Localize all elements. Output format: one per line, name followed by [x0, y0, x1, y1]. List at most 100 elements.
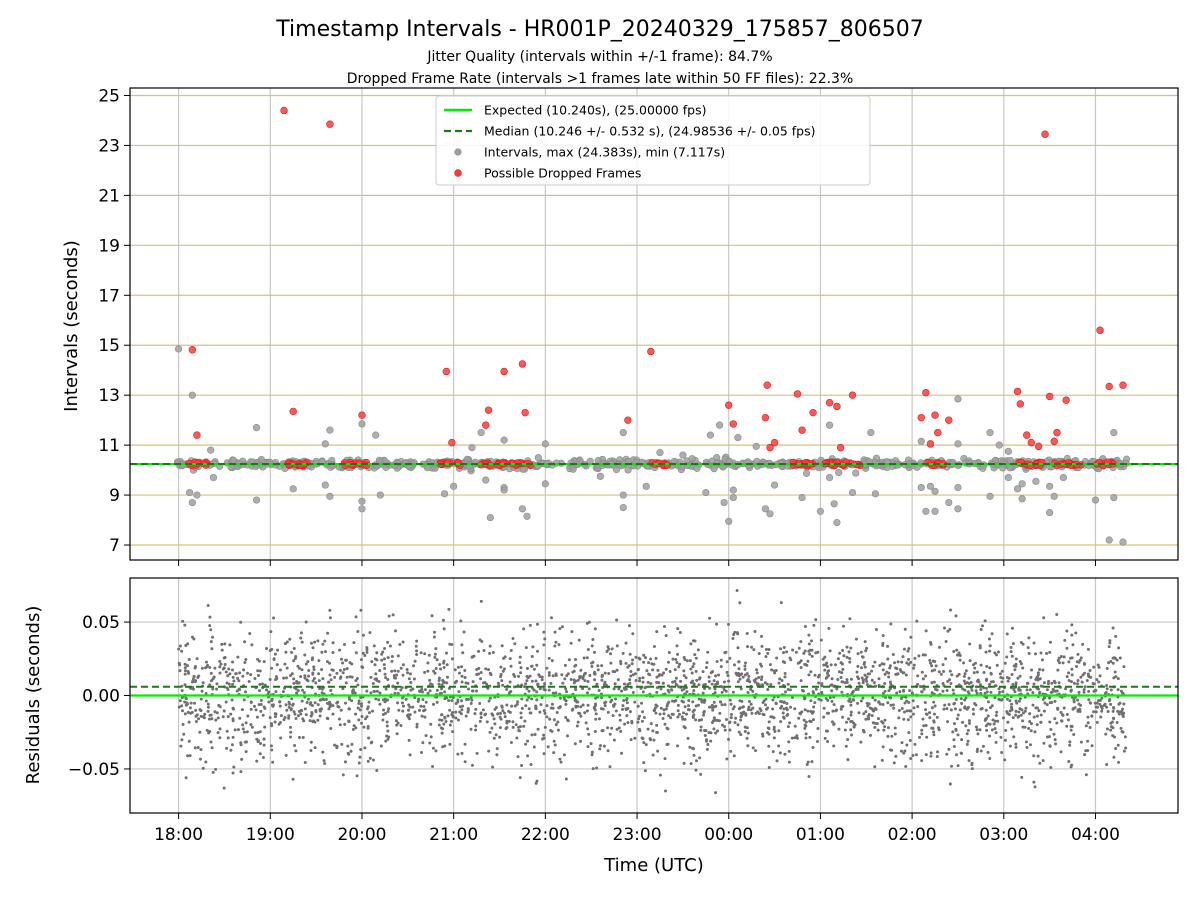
residual-point	[955, 674, 959, 678]
residual-point	[232, 765, 236, 769]
residual-point	[250, 643, 254, 647]
residual-point	[550, 702, 554, 706]
dropped-frame-point	[836, 443, 845, 452]
residual-point	[407, 708, 411, 712]
residual-point	[407, 677, 411, 681]
residual-point	[676, 715, 680, 719]
residual-point	[775, 759, 779, 763]
interval-point	[825, 473, 834, 482]
residual-point	[442, 722, 446, 726]
residual-point	[697, 683, 701, 687]
residual-point	[451, 696, 455, 700]
interval-point	[720, 498, 728, 507]
residual-point	[1057, 681, 1061, 685]
residual-point	[929, 751, 933, 755]
residual-point	[1010, 702, 1014, 706]
residual-point	[309, 748, 313, 752]
interval-point	[986, 429, 994, 437]
residual-point	[1086, 739, 1090, 743]
residual-point	[958, 654, 962, 658]
residual-point	[457, 671, 461, 675]
residual-point	[1014, 745, 1018, 749]
residual-point	[883, 682, 887, 686]
residual-point	[837, 727, 841, 731]
residual-point	[629, 674, 633, 678]
residual-point	[479, 671, 483, 675]
residual-point	[424, 734, 428, 738]
residual-point	[218, 705, 222, 709]
residual-point	[210, 647, 214, 651]
residual-point	[649, 657, 653, 661]
residual-point	[250, 725, 254, 729]
residual-point	[662, 708, 666, 712]
residual-point	[667, 714, 671, 718]
residual-point	[450, 643, 454, 647]
residual-point	[464, 714, 468, 718]
residual-point	[461, 651, 465, 655]
residual-point	[456, 718, 460, 722]
residual-point	[1010, 672, 1014, 676]
residual-point	[720, 703, 724, 707]
residual-point	[890, 734, 894, 738]
residual-point	[1053, 738, 1057, 742]
residual-point	[1109, 728, 1113, 732]
residual-point	[255, 715, 259, 719]
residual-point	[743, 730, 747, 734]
dropped-frame-point	[931, 411, 939, 419]
residual-point	[835, 708, 839, 712]
residual-point	[341, 661, 345, 665]
residual-point	[565, 690, 569, 694]
residual-point	[398, 642, 402, 646]
residual-point	[1070, 763, 1074, 767]
residual-point	[960, 751, 964, 755]
residual-point	[434, 749, 438, 753]
interval-point	[1018, 480, 1026, 488]
residual-point	[594, 696, 598, 700]
residual-point	[241, 727, 245, 731]
residual-point	[671, 712, 675, 716]
residual-point	[690, 671, 694, 675]
residual-point	[909, 635, 913, 639]
residual-point	[262, 743, 266, 747]
dropped-frame-point	[1013, 387, 1022, 396]
residual-point	[810, 654, 814, 658]
residual-point	[838, 651, 842, 655]
residual-point	[837, 670, 841, 674]
residual-point	[318, 709, 322, 713]
residual-point	[1051, 687, 1055, 691]
residual-point	[1068, 740, 1072, 744]
residual-point	[710, 682, 714, 686]
residual-point	[1076, 698, 1080, 702]
residual-point	[917, 654, 921, 658]
residual-point	[391, 613, 395, 617]
residual-point	[1027, 651, 1031, 655]
residual-point	[861, 678, 865, 682]
residual-point	[1065, 712, 1069, 716]
residual-point	[557, 706, 561, 710]
residual-point	[1014, 683, 1018, 687]
residual-point	[655, 675, 659, 679]
residual-point	[378, 669, 382, 673]
residual-point	[873, 765, 877, 769]
residual-point	[491, 651, 495, 655]
residual-point	[421, 698, 425, 702]
residual-point	[621, 707, 625, 711]
residual-point	[886, 657, 890, 661]
residual-point	[627, 624, 631, 628]
residual-point	[269, 744, 273, 748]
residual-point	[430, 614, 434, 618]
residual-point	[902, 717, 906, 721]
residual-point	[232, 679, 236, 683]
residual-point	[522, 627, 526, 631]
residual-point	[1039, 720, 1043, 724]
residual-point	[181, 619, 185, 623]
residual-point	[894, 754, 898, 758]
residual-point	[1073, 695, 1077, 699]
residual-point	[709, 739, 713, 743]
residual-point	[586, 703, 590, 707]
residual-point	[922, 687, 926, 691]
residual-point	[601, 674, 605, 678]
residual-point	[692, 662, 696, 666]
residual-point	[941, 663, 945, 667]
dropped-frame-point	[1096, 326, 1104, 334]
